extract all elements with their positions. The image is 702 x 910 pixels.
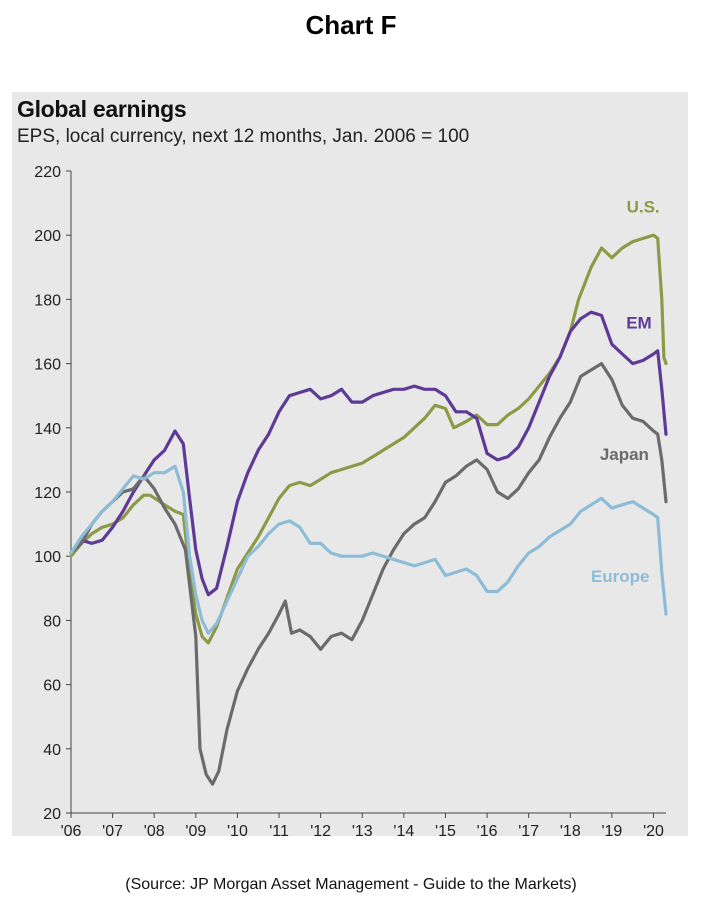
series-line-europe <box>69 464 668 635</box>
x-tick-label: '09 <box>185 823 206 836</box>
y-tick-label: 220 <box>34 164 61 181</box>
y-tick-label: 160 <box>34 357 61 374</box>
x-tick-label: '18 <box>560 823 581 836</box>
y-tick-label: 200 <box>34 228 61 245</box>
y-tick-label: 40 <box>43 742 61 759</box>
series-label-us: U.S. <box>627 198 660 217</box>
line-chart: 20 40 60 80 100 120 140 160 180 200 220 '06 '07 '08 '0… <box>34 164 668 836</box>
chart-subtitle: EPS, local currency, next 12 months, Jan… <box>17 126 470 147</box>
series-line-japan <box>69 362 668 786</box>
y-tick-label: 20 <box>43 806 61 823</box>
y-tick-label: 100 <box>34 549 61 566</box>
x-tick-label: '20 <box>643 823 664 836</box>
page-heading: Chart F <box>305 10 397 40</box>
x-tick-label: '10 <box>227 823 248 836</box>
source-note: (Source: JP Morgan Asset Management - Gu… <box>125 876 577 893</box>
x-tick-label: '08 <box>144 823 165 836</box>
x-tick-label: '13 <box>352 823 373 836</box>
series-label-europe: Europe <box>591 567 650 586</box>
series-line-em <box>69 310 668 597</box>
series-line-us <box>69 233 668 645</box>
chart-panel: Global earnings EPS, local currency, nex… <box>12 92 688 836</box>
y-tick-label: 140 <box>34 421 61 438</box>
x-tick-label: '12 <box>310 823 331 836</box>
x-tick-label: '15 <box>435 823 456 836</box>
x-tick-label: '06 <box>61 823 82 836</box>
y-tick-label: 120 <box>34 485 61 502</box>
x-tick-label: '11 <box>269 823 289 836</box>
x-tick-label: '14 <box>393 823 414 836</box>
x-tick-label: '07 <box>102 823 123 836</box>
x-tick-label: '16 <box>477 823 498 836</box>
series-label-em: EM <box>626 313 652 332</box>
y-tick-label: 60 <box>43 678 61 695</box>
series-label-japan: Japan <box>600 445 649 464</box>
x-tick-label: '17 <box>518 823 539 836</box>
chart-title: Global earnings <box>17 96 187 122</box>
y-tick-label: 80 <box>43 613 61 630</box>
x-tick-label: '19 <box>601 823 622 836</box>
y-tick-label: 180 <box>34 292 61 309</box>
